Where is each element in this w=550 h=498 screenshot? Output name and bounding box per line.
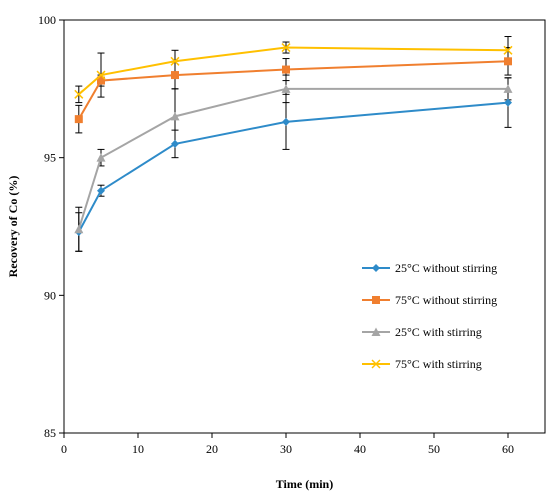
data-point (282, 65, 290, 74)
legend-marker (371, 327, 381, 336)
data-point (281, 43, 291, 53)
x-tick-label: 10 (132, 442, 144, 456)
data-point (74, 89, 84, 99)
data-point-stroke (281, 43, 291, 53)
series-line (78, 46, 509, 96)
y-tick-label: 95 (44, 151, 56, 165)
legend-label: 75°C without stirring (395, 293, 497, 307)
data-point (74, 115, 83, 124)
data-point (170, 56, 180, 66)
data-point (171, 71, 179, 80)
chart-series-lines (77, 46, 509, 233)
legend-marker (372, 296, 380, 304)
legend-label: 25°C with stirring (395, 325, 482, 339)
data-point (74, 224, 84, 234)
data-point (503, 84, 513, 93)
data-point (170, 111, 180, 121)
x-tick-label: 30 (280, 442, 292, 456)
y-tick-label: 100 (38, 13, 56, 27)
data-point (503, 45, 513, 55)
chart-axes (63, 19, 546, 434)
legend-item: 25°C without stirring (362, 261, 497, 275)
x-tick-label: 40 (354, 442, 366, 456)
series-line (77, 87, 508, 230)
chart-ticks: 0 10 20 30 40 50 60 85 90 95 100 (38, 13, 514, 456)
legend-marker (372, 264, 380, 272)
data-point (97, 186, 105, 195)
x-tick-label: 60 (502, 442, 514, 456)
chart-legend: 25°C without stirring 75°C without stirri… (362, 261, 497, 371)
y-tick-label: 90 (44, 288, 56, 302)
legend-label: 75°C with stirring (395, 357, 482, 371)
x-tick-label: 50 (428, 442, 440, 456)
data-point-stroke (74, 89, 84, 99)
data-point (504, 98, 512, 107)
y-tick-label: 85 (44, 426, 56, 440)
legend-item: 75°C without stirring (362, 293, 497, 307)
legend-item: 25°C with stirring (362, 325, 482, 339)
data-point (504, 57, 512, 66)
y-axis-title: Recovery of Co (%) (6, 176, 20, 278)
data-point (282, 117, 290, 126)
data-point (171, 139, 179, 148)
legend-label: 25°C without stirring (395, 261, 497, 275)
x-tick-label: 20 (206, 442, 218, 456)
chart-error-bars (75, 36, 512, 252)
legend-marker (371, 359, 381, 369)
data-point-stroke (96, 70, 106, 80)
data-point-stroke (503, 45, 513, 55)
legend-marker-stroke (371, 359, 381, 369)
chart-series-markers (74, 43, 513, 237)
x-tick-label: 0 (61, 442, 67, 456)
legend-item: 75°C with stirring (362, 357, 482, 371)
plot-frame (63, 19, 546, 434)
data-point (97, 76, 105, 85)
series-line (77, 60, 509, 120)
x-axis-title: Time (min) (276, 477, 333, 491)
data-point-stroke (170, 56, 180, 66)
data-point (96, 70, 106, 80)
data-point (96, 153, 106, 162)
data-point (281, 84, 291, 93)
series-line (77, 101, 509, 233)
